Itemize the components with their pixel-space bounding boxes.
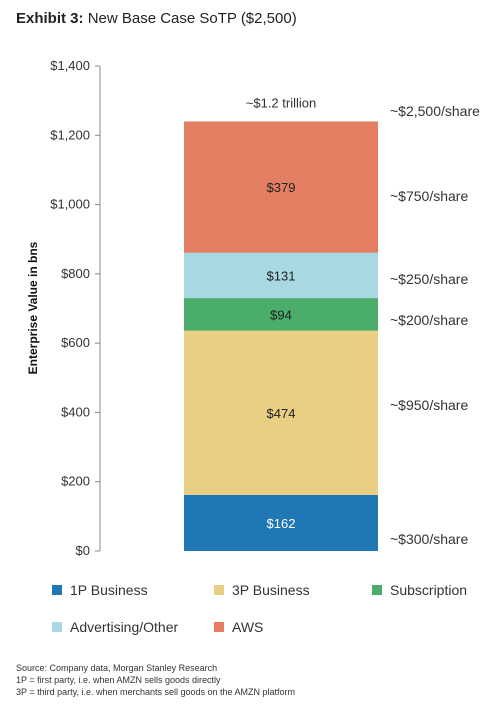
bar-segment-subscription <box>184 298 378 331</box>
y-tick-label: $200 <box>61 474 90 489</box>
segment-value-label: $474 <box>267 406 296 421</box>
per-share-label: ~$300/share <box>390 531 468 547</box>
segment-value-label: $94 <box>270 307 292 322</box>
segment-value-label: $131 <box>267 268 296 283</box>
chart-title: Exhibit 3: New Base Case SoTP ($2,500) <box>16 10 297 27</box>
bar-segment-3p-business <box>184 330 378 495</box>
segment-value-label: $379 <box>267 180 296 195</box>
legend-item-1p-business: 1P Business <box>52 582 148 598</box>
segment-value-label: $162 <box>267 516 296 531</box>
y-tick-label: $1,400 <box>50 58 90 73</box>
legend-swatch <box>214 585 224 595</box>
legend-label: AWS <box>232 619 264 635</box>
legend-swatch <box>372 585 382 595</box>
legend-label: 3P Business <box>232 582 310 598</box>
source-note: Source: Company data, Morgan Stanley Res… <box>16 663 218 673</box>
exhibit-title: New Base Case SoTP ($2,500) <box>87 10 297 27</box>
legend-swatch <box>52 585 62 595</box>
per-share-label: ~$200/share <box>390 312 468 328</box>
per-share-label: ~$950/share <box>390 397 468 413</box>
y-tick-label: $600 <box>61 335 90 350</box>
y-tick-label: $1,200 <box>50 127 90 142</box>
legend-swatch <box>214 622 224 632</box>
legend-swatch <box>52 622 62 632</box>
legend-label: Subscription <box>390 582 468 598</box>
exhibit-label: Exhibit 3: <box>16 10 84 27</box>
total-value-label: ~$1.2 trillion <box>246 95 316 110</box>
legend-item-aws: AWS <box>214 619 263 635</box>
stacked-bar-chart: $0 $200 $400 $600 $800 $1,000 $1,200 $1,400 Ente… <box>26 58 480 558</box>
y-tick-label: $400 <box>61 404 90 419</box>
footnote-1p: 1P = first party, i.e. when AMZN sells g… <box>16 675 221 685</box>
legend-item-advertising-other: Advertising/Other <box>52 619 178 635</box>
legend-label: 1P Business <box>70 582 148 598</box>
legend-item-3p-business: 3P Business <box>214 582 310 598</box>
y-tick-label: $0 <box>76 543 90 558</box>
per-share-label: ~$250/share <box>390 271 468 287</box>
y-tick-label: $800 <box>61 266 90 281</box>
bar-segment-advertising-other <box>184 252 378 299</box>
top-per-share-label: ~$2,500/share <box>390 103 480 119</box>
bar-segment-1p-business <box>184 494 378 551</box>
footer-notes: Source: Company data, Morgan Stanley Res… <box>16 662 295 698</box>
footnote-3p: 3P = third party, i.e. when merchants se… <box>16 687 296 697</box>
bar-segment-aws <box>184 121 378 253</box>
y-tick-label: $1,000 <box>50 197 90 212</box>
per-share-label: ~$750/share <box>390 188 468 204</box>
legend-label: Advertising/Other <box>70 619 179 635</box>
y-axis-title: Enterprise Value in bns <box>26 241 40 374</box>
legend-item-subscription: Subscription <box>372 582 467 598</box>
